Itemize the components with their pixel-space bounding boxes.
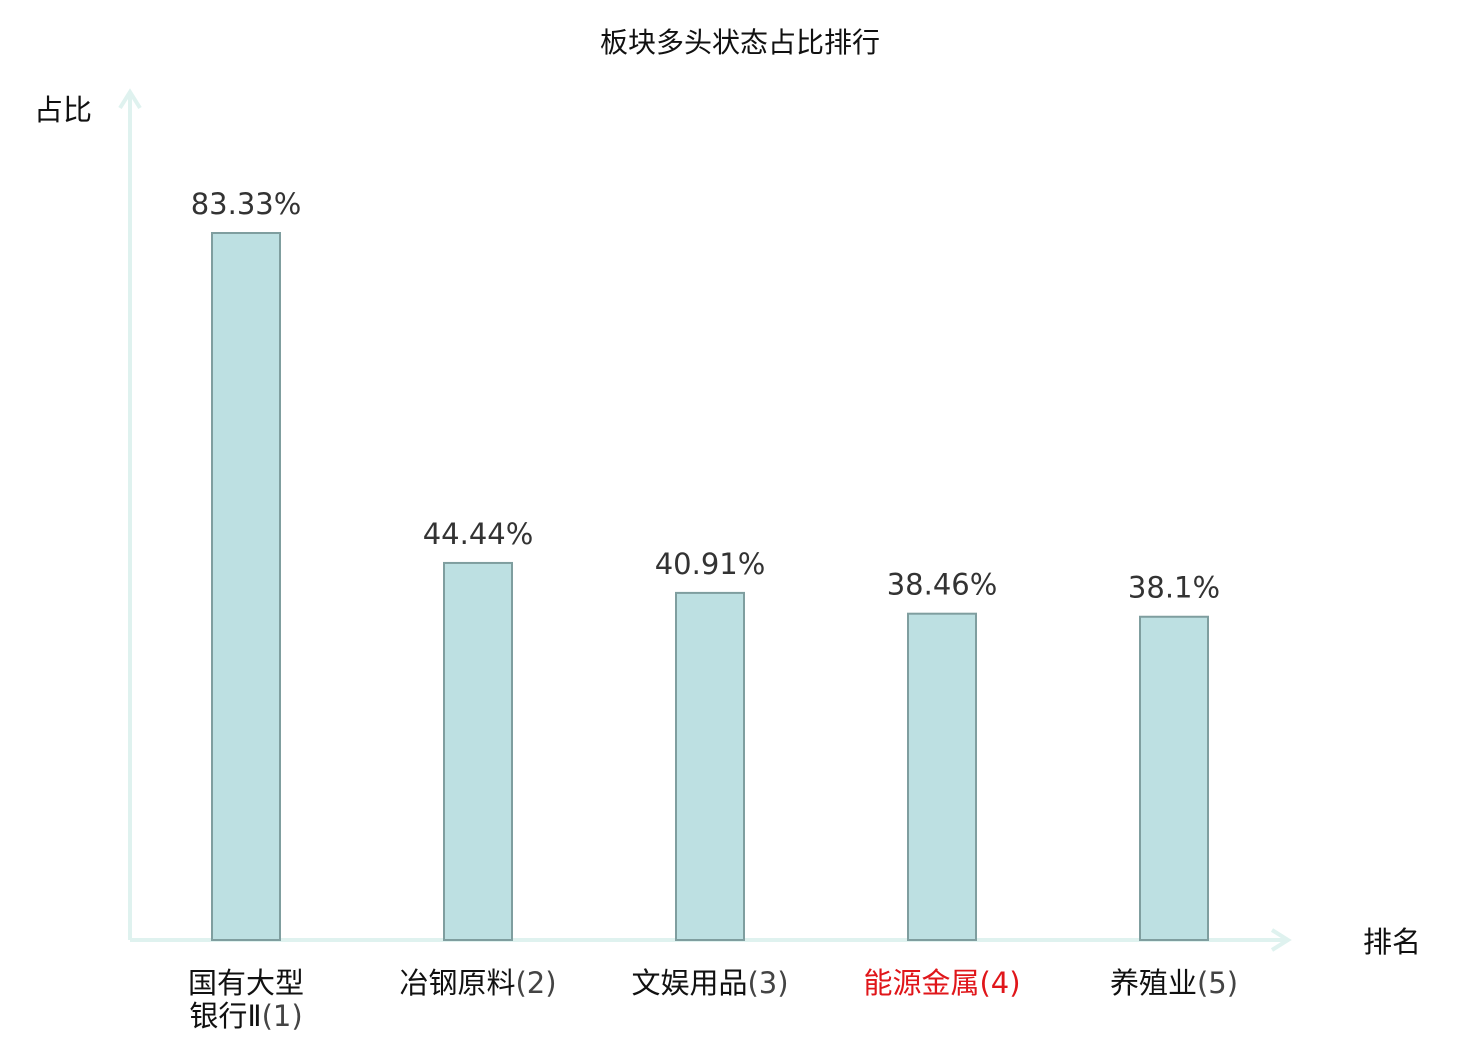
category-rank-3: (3) (747, 966, 788, 1000)
bar-1 (211, 232, 281, 941)
chart-title: 板块多头状态占比排行 (600, 26, 880, 59)
x-axis-label: 排名 (1363, 925, 1421, 959)
category-label-1-line-1: 国有大型 (188, 966, 304, 1000)
value-label-2: 44.44% (423, 517, 534, 551)
category-rank-5: (5) (1197, 966, 1238, 1000)
category-name-4: 能源金属 (863, 966, 979, 1000)
category-label-2: 冶钢原料(2) (399, 966, 556, 1000)
category-label-5: 养殖业(5) (1110, 966, 1238, 1000)
category-label-1-line-2: 银行Ⅱ(1) (189, 999, 302, 1033)
category-label-3: 文娱用品(3) (631, 966, 788, 1000)
category-rank-2: (2) (515, 966, 556, 1000)
category-name-2: 冶钢原料 (399, 966, 515, 1000)
value-label-1: 83.33% (191, 187, 302, 221)
bar-3 (675, 591, 745, 942)
value-label-3: 40.91% (655, 547, 766, 581)
value-label-5: 38.1% (1128, 571, 1220, 605)
y-axis-label: 占比 (34, 93, 92, 127)
bars-group (211, 232, 1209, 942)
y-axis (118, 88, 142, 940)
category-rank-4: (4) (979, 966, 1020, 1000)
category-rank-1: (1) (262, 999, 303, 1033)
category-name-5: 养殖业 (1110, 966, 1197, 1000)
bar-2 (443, 561, 513, 941)
category-name-3: 文娱用品 (631, 966, 747, 1000)
category-label-4: 能源金属(4) (863, 966, 1020, 1000)
category-name-1-continued: 银行Ⅱ (189, 999, 261, 1033)
value-labels-group: 83.33% 44.44% 40.91% 38.46% 38.1% (191, 187, 1220, 605)
value-label-4: 38.46% (887, 568, 998, 602)
bar-5 (1139, 615, 1209, 941)
bar-4 (907, 612, 977, 941)
